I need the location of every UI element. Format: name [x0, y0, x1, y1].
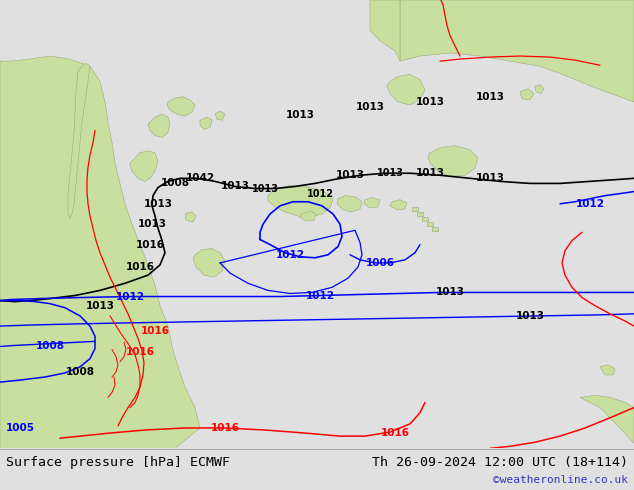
Text: 1016: 1016 — [136, 240, 164, 249]
Text: 1013: 1013 — [415, 97, 444, 107]
Text: 1013: 1013 — [285, 110, 314, 120]
Text: 1012: 1012 — [306, 189, 333, 198]
Text: 1013: 1013 — [515, 311, 545, 321]
Text: 1012: 1012 — [276, 250, 304, 260]
Text: 1008: 1008 — [36, 342, 65, 351]
Text: 1013: 1013 — [143, 199, 172, 209]
Polygon shape — [364, 197, 380, 208]
Polygon shape — [390, 200, 407, 210]
Text: 1013: 1013 — [86, 301, 115, 311]
Polygon shape — [193, 248, 225, 277]
Text: ©weatheronline.co.uk: ©weatheronline.co.uk — [493, 475, 628, 485]
Text: 1012: 1012 — [576, 199, 604, 209]
Text: 1016: 1016 — [126, 346, 155, 357]
Text: 1013: 1013 — [377, 168, 403, 178]
Polygon shape — [600, 365, 615, 375]
Polygon shape — [432, 227, 438, 231]
Polygon shape — [412, 207, 418, 211]
Polygon shape — [130, 151, 158, 181]
Polygon shape — [427, 222, 433, 226]
Polygon shape — [215, 111, 225, 120]
Text: Surface pressure [hPa] ECMWF: Surface pressure [hPa] ECMWF — [6, 456, 230, 469]
Text: 1013: 1013 — [436, 288, 465, 297]
Polygon shape — [148, 114, 170, 138]
Polygon shape — [520, 89, 534, 100]
Text: 1016: 1016 — [141, 326, 169, 336]
Text: 1016: 1016 — [380, 428, 410, 438]
Text: 1012: 1012 — [115, 292, 145, 301]
Text: 1012: 1012 — [306, 291, 335, 300]
Polygon shape — [400, 0, 634, 102]
Text: 1013: 1013 — [356, 102, 384, 112]
Text: 1008: 1008 — [65, 367, 94, 377]
Text: 1016: 1016 — [210, 423, 240, 433]
Polygon shape — [535, 85, 544, 94]
Text: 1013: 1013 — [252, 184, 278, 194]
Polygon shape — [337, 196, 362, 212]
Polygon shape — [417, 212, 423, 216]
Text: 1013: 1013 — [138, 219, 167, 229]
Polygon shape — [387, 74, 425, 105]
Text: 1013: 1013 — [415, 168, 444, 178]
Text: 1006: 1006 — [365, 258, 394, 268]
Polygon shape — [167, 97, 195, 116]
Text: 1013: 1013 — [335, 170, 365, 180]
Text: 1042: 1042 — [185, 173, 214, 183]
Text: 1016: 1016 — [126, 262, 155, 272]
Text: 1013: 1013 — [476, 173, 505, 183]
Polygon shape — [422, 217, 428, 221]
Polygon shape — [200, 117, 212, 129]
Polygon shape — [185, 212, 196, 222]
Text: 1013: 1013 — [221, 181, 250, 192]
Polygon shape — [428, 146, 478, 176]
Text: 1005: 1005 — [6, 423, 34, 433]
Text: Th 26-09-2024 12:00 UTC (18+114): Th 26-09-2024 12:00 UTC (18+114) — [372, 456, 628, 469]
Polygon shape — [370, 0, 400, 61]
Polygon shape — [268, 185, 333, 217]
Polygon shape — [68, 63, 90, 219]
Text: 1008: 1008 — [160, 178, 190, 189]
Polygon shape — [300, 211, 316, 221]
Polygon shape — [580, 395, 634, 443]
Polygon shape — [0, 56, 200, 448]
Text: 1013: 1013 — [476, 92, 505, 102]
